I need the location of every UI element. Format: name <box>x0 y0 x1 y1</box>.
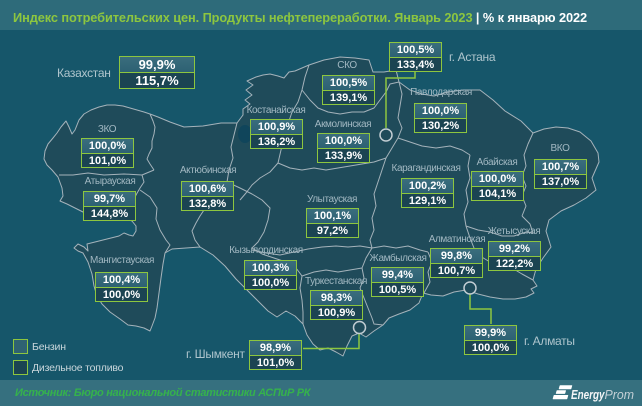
svg-text:Energy: Energy <box>571 387 605 402</box>
svg-text:Prom: Prom <box>605 387 635 402</box>
